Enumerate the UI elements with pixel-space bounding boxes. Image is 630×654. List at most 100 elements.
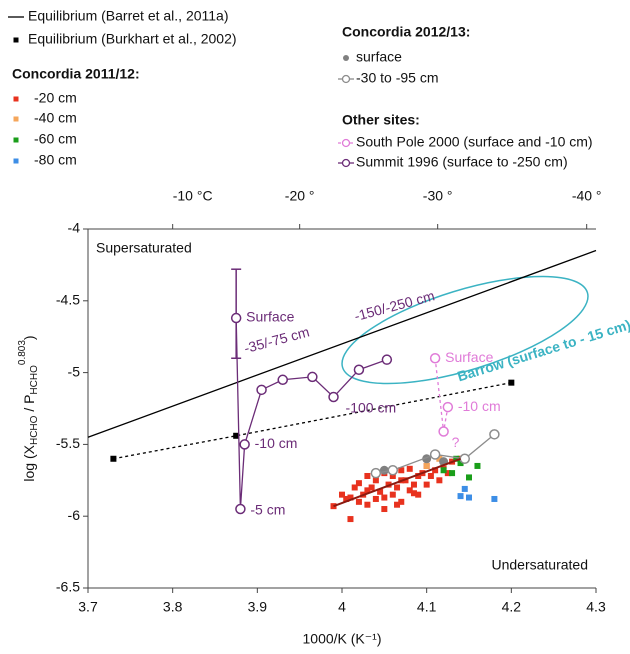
legend-marker [13,37,19,43]
x2-tick-label: -20 ° [285,188,315,204]
legend-label: South Pole 2000 (surface and -10 cm) [356,134,593,150]
point [389,472,396,479]
point [398,467,405,474]
point [429,352,441,364]
point-label: -35/-75 cm [242,323,311,356]
point [406,487,413,494]
legend-heading: Concordia 2012/13: [342,24,470,40]
legend-marker [341,74,351,84]
point [256,384,267,396]
y-tick-label: -4.5 [56,292,80,308]
point-label: Surface [445,349,493,365]
point [343,495,350,502]
point [432,467,439,474]
point [355,480,362,487]
legend-label: Equilibrium (Barret et al., 2011a) [28,8,229,24]
point [508,379,515,386]
point [233,432,240,439]
point [389,491,396,498]
x-tick-label: 4.3 [586,599,606,615]
point [370,467,382,479]
point-label: -10 cm [255,435,298,451]
point [339,491,345,498]
point [277,374,288,386]
x-tick-label: 4.1 [417,599,437,615]
point [394,484,401,491]
point [438,426,449,437]
y-axis-label: log (XHCHO / PHCHO0.803) [17,335,40,481]
point [410,490,417,497]
point [364,501,371,508]
point [457,493,464,500]
point [436,477,443,484]
x2-tick-label: -30 ° [423,188,453,204]
x-tick-label: 3.9 [248,599,268,615]
x2-tick-label: -40 ° [572,188,602,204]
point [461,485,468,492]
point [230,312,242,324]
point [427,472,434,479]
y-axis-label-part: log (X [21,444,37,481]
point [466,474,472,481]
legend-label: -40 cm [34,110,77,126]
point [347,494,354,501]
point-label: -100 cm [346,400,397,416]
point [110,455,117,462]
legend-marker [13,137,19,143]
point [440,467,447,474]
legend-label: -30 to -95 cm [356,70,438,86]
legend-label: -20 cm [34,90,77,106]
point [372,495,379,502]
point [457,460,464,467]
y-tick-label: -6 [68,507,81,523]
y-axis-label-part: 0.803 [17,340,28,365]
point [353,364,365,375]
point [239,439,250,450]
point [406,465,413,472]
point [423,462,430,469]
point [489,429,500,440]
point [364,487,371,494]
y-axis-label-part: HCHO [29,415,40,445]
legend-heading: Other sites: [342,112,420,128]
x-axis-label: 1000/K (K⁻¹) [303,631,382,647]
point-label: -5 cm [250,502,285,518]
point [368,484,375,491]
point [415,472,422,479]
point [381,494,388,501]
point [372,477,379,484]
legend-label: -80 cm [34,152,77,168]
legend-marker [341,138,351,148]
point [491,495,498,502]
point [381,354,393,365]
point [444,470,451,477]
point [449,470,456,477]
point-label: -10 cm [458,398,501,414]
point [387,464,399,476]
y-axis-label-part: HCHO [29,365,40,395]
legend-label: -60 cm [34,131,77,147]
y-axis-label-part: / P [21,395,37,416]
y-tick-label: -5 [68,363,81,379]
y-tick-label: -5.5 [56,435,80,451]
y-tick-label: -6.5 [56,579,80,595]
point [398,498,405,505]
point [394,501,401,508]
point [377,488,384,495]
point [381,506,388,513]
x-tick-label: 3.8 [163,599,183,615]
point [459,453,471,465]
x-tick-label: 4 [338,599,346,615]
barrow-ellipse [341,275,589,385]
point [474,462,481,469]
point [429,449,441,460]
point-label: -150/-250 cm [352,287,436,324]
legend-marker [13,116,19,122]
point [235,503,246,515]
point [442,401,454,413]
point-label: Surface [246,309,294,325]
y-axis-label-part: ) [21,335,37,340]
legend-marker [341,158,351,168]
point [410,481,417,488]
